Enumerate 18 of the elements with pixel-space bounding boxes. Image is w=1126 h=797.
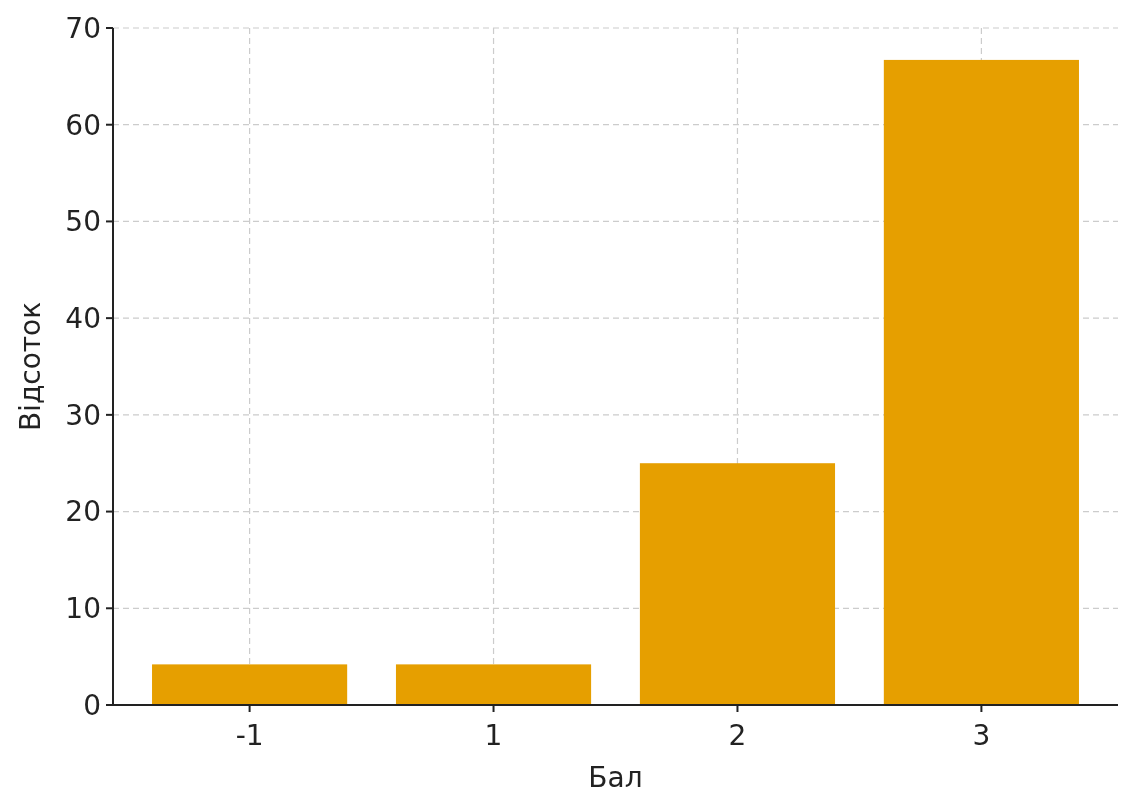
bar <box>639 463 836 705</box>
bar <box>883 59 1079 705</box>
y-tick-label: 10 <box>65 592 101 626</box>
x-axis-title: Бал <box>588 761 643 794</box>
bar <box>152 664 348 705</box>
y-tick-label: 50 <box>65 205 101 239</box>
y-tick-label: 40 <box>65 301 101 335</box>
x-tick-label: -1 <box>235 719 264 752</box>
x-tick-label: 2 <box>728 719 747 752</box>
y-axis-title: Відсоток <box>14 301 47 432</box>
y-tick-label: 30 <box>65 398 101 432</box>
x-tick-label: 3 <box>972 719 991 752</box>
y-tick-label: 60 <box>65 108 101 142</box>
bar <box>395 664 592 705</box>
y-tick-label: 0 <box>83 688 101 722</box>
y-tick-label: 70 <box>65 11 101 45</box>
x-tick-label: 1 <box>484 719 503 752</box>
y-tick-label: 20 <box>65 495 101 529</box>
